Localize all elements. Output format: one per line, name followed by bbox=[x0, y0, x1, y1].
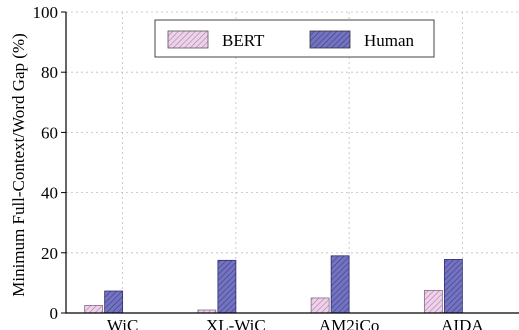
y-tick-labels: 0 20 40 60 80 100 bbox=[33, 3, 66, 323]
y-tick-label: 100 bbox=[33, 3, 59, 22]
bar-human-xl-wic bbox=[217, 259, 237, 314]
bar-bert-am2ico bbox=[310, 297, 330, 314]
bar-human-am2ico bbox=[330, 255, 350, 314]
legend-swatch-human bbox=[309, 30, 351, 49]
y-tick-label: 40 bbox=[41, 184, 58, 203]
bar-human-aida bbox=[443, 259, 463, 314]
x-tick-label: AM2iCo bbox=[319, 316, 379, 330]
bar-human-wic bbox=[104, 290, 124, 314]
legend-label-bert: BERT bbox=[222, 31, 265, 50]
y-tick-label: 20 bbox=[41, 244, 58, 263]
x-tick-label: AIDA bbox=[441, 316, 484, 330]
x-tick-label: WiC bbox=[107, 316, 138, 330]
y-tick-label: 0 bbox=[50, 304, 59, 323]
legend: BERT Human bbox=[154, 19, 435, 58]
x-tick-labels: WiC XL-WiC AM2iCo AIDA bbox=[107, 316, 484, 330]
y-tick-label: 60 bbox=[41, 123, 58, 142]
x-tick-label: XL-WiC bbox=[206, 316, 266, 330]
bars bbox=[84, 255, 463, 314]
bar-bert-aida bbox=[423, 290, 443, 314]
bar-bert-wic bbox=[84, 305, 104, 314]
y-tick-label: 80 bbox=[41, 63, 58, 82]
legend-label-human: Human bbox=[364, 31, 415, 50]
y-axis-label: Minimum Full-Context/Word Gap (%) bbox=[9, 33, 28, 297]
legend-swatch-bert bbox=[167, 30, 209, 49]
